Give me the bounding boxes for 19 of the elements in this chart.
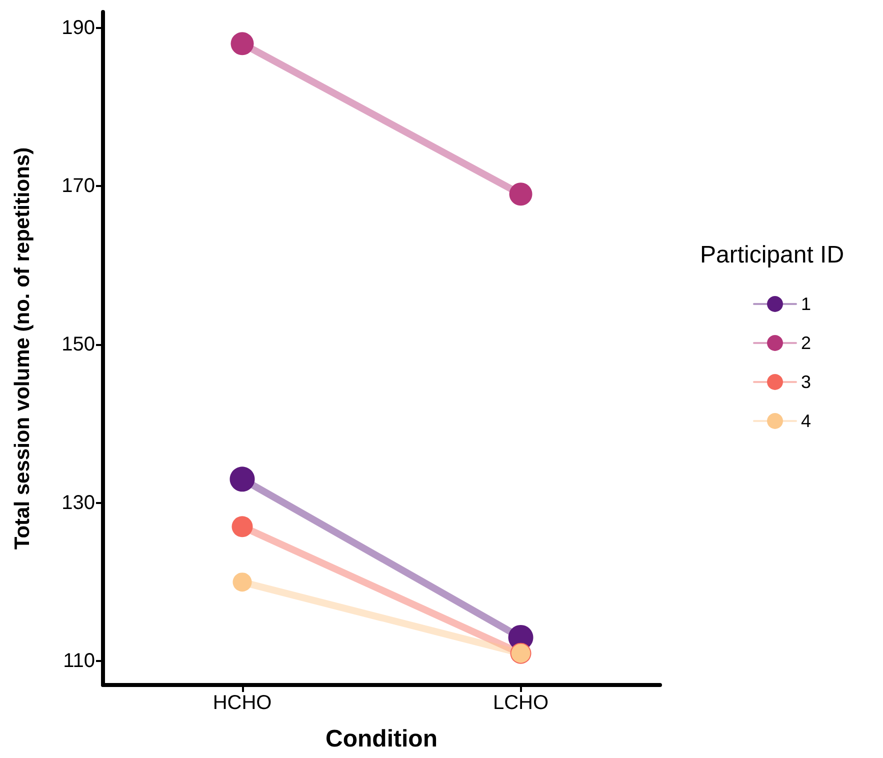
y-axis-title: Total session volume (no. of repetitions)	[11, 147, 34, 550]
legend-label: 1	[801, 294, 812, 314]
point	[232, 572, 252, 592]
y-tick-label: 170	[62, 175, 95, 198]
legend-label: 4	[801, 411, 812, 431]
x-tick-label: HCHO	[212, 692, 272, 714]
y-tick-label: 130	[62, 492, 95, 514]
point	[230, 466, 255, 492]
point	[232, 516, 253, 538]
y-tick-label: 150	[62, 334, 95, 356]
x-tick-label: LCHO	[492, 692, 549, 714]
point	[230, 32, 254, 56]
legend-label: 3	[801, 372, 812, 392]
x-axis-title: Condition	[326, 726, 438, 752]
y-tick-label: 110	[63, 650, 95, 672]
y-tick-label: 190	[62, 16, 95, 39]
legend-title: Participant ID	[700, 242, 844, 268]
legend-label: 2	[801, 333, 812, 353]
point	[509, 182, 532, 206]
